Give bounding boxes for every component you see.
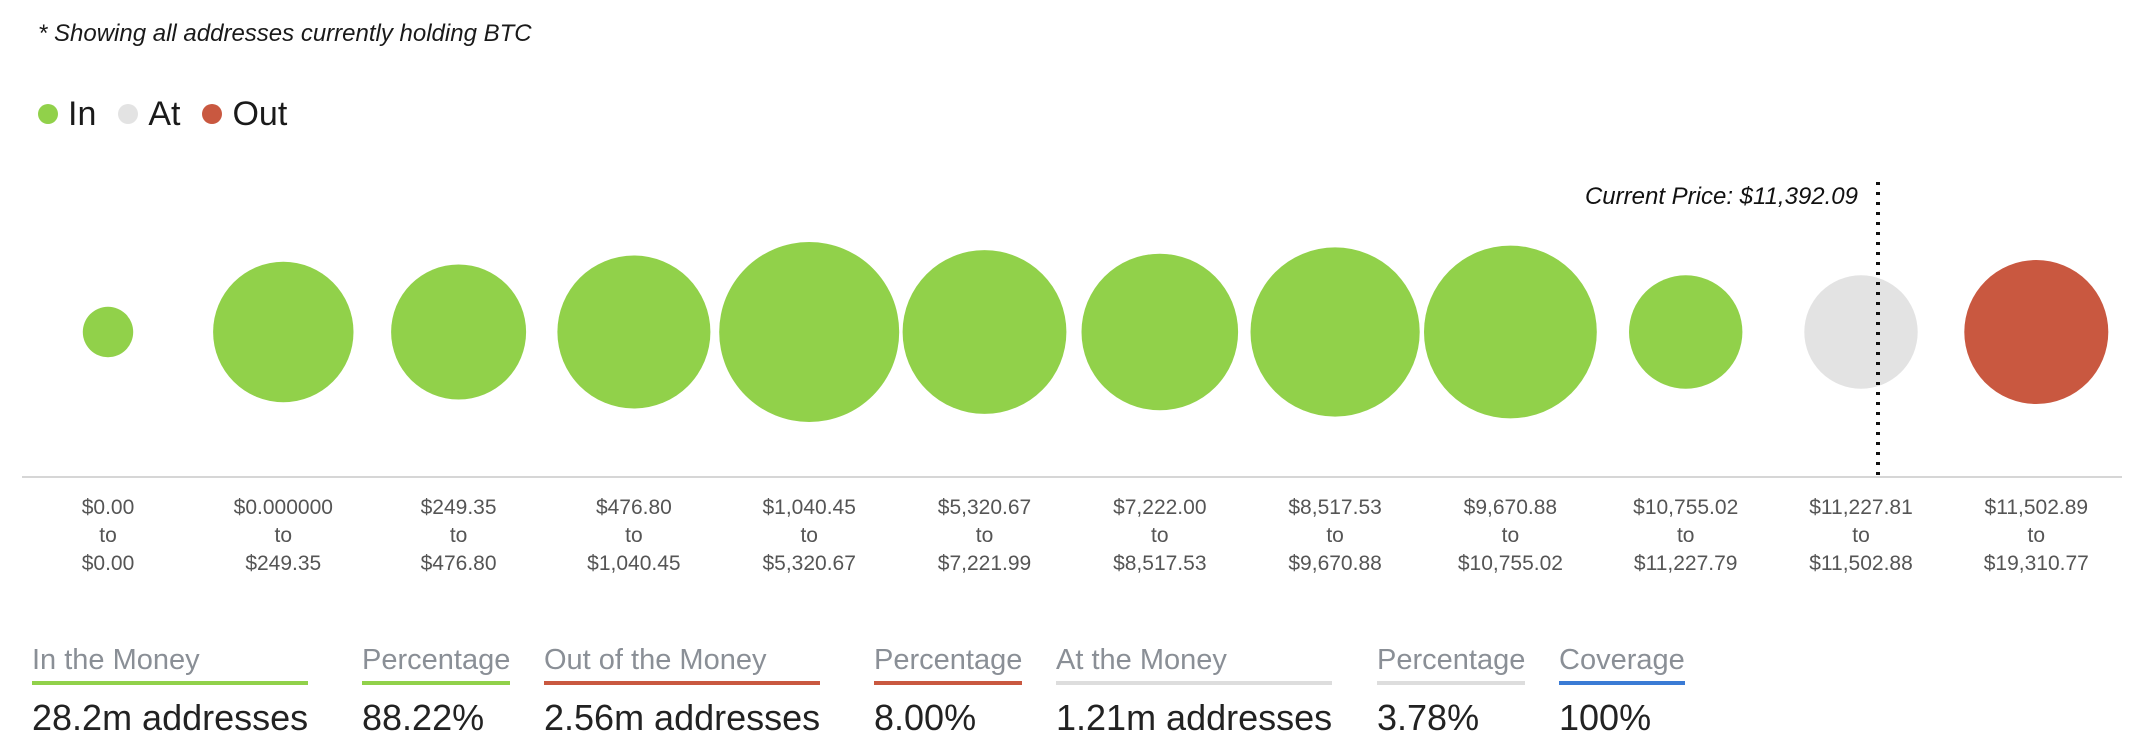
- tick-label-to: $10,755.02: [1458, 552, 1563, 575]
- tick-label-from: $0.00: [82, 496, 135, 519]
- bubble-in[interactable]: [213, 261, 354, 403]
- stat-value: 8.00%: [874, 697, 977, 738]
- tick-label-separator: to: [1151, 524, 1169, 547]
- tick-label-separator: to: [450, 524, 468, 547]
- stat-label: At the Money: [1056, 644, 1333, 685]
- bubble-in[interactable]: [1250, 247, 1420, 417]
- tick-label-to: $476.80: [421, 552, 497, 575]
- legend: In At Out: [38, 94, 287, 134]
- stat-value: 28.2m addresses: [32, 697, 309, 738]
- bubble-in[interactable]: [902, 250, 1067, 414]
- stat-label: In the Money: [32, 644, 309, 685]
- tick-label-separator: to: [99, 524, 117, 547]
- tick-label-from: $10,755.02: [1633, 496, 1738, 519]
- stat-value: 3.78%: [1377, 697, 1480, 738]
- stat-percentage: Percentage 88.22%: [362, 644, 511, 739]
- legend-marker: [38, 104, 58, 124]
- legend-label: In: [68, 94, 97, 133]
- bubble-out[interactable]: [1964, 260, 2109, 404]
- bubble-in[interactable]: [391, 264, 527, 400]
- tick-label-from: $476.80: [596, 496, 672, 519]
- stat-at-the-money: At the Money 1.21m addresses: [1056, 644, 1333, 739]
- stat-value: 1.21m addresses: [1056, 697, 1333, 738]
- stat-value: 2.56m addresses: [544, 697, 821, 738]
- tick-label-separator: to: [976, 524, 994, 547]
- stat-percentage: Percentage 8.00%: [874, 644, 1023, 739]
- legend-item-at[interactable]: At: [118, 95, 180, 134]
- tick-label-separator: to: [1326, 524, 1344, 547]
- legend-marker: [202, 104, 223, 124]
- bubble-in[interactable]: [82, 306, 134, 358]
- tick-label-separator: to: [1852, 524, 1870, 547]
- stat-percentage: Percentage 3.78%: [1377, 644, 1526, 739]
- tick-label-separator: to: [1677, 524, 1695, 547]
- stat-out-of-the-money: Out of the Money 2.56m addresses: [544, 644, 821, 739]
- tick-label-to: $1,040.45: [587, 552, 680, 575]
- tick-label-to: $0.00: [82, 552, 135, 575]
- stat-label: Percentage: [1377, 644, 1526, 685]
- tick-label-to: $11,502.88: [1809, 552, 1913, 575]
- legend-marker: [118, 104, 139, 124]
- stat-label: Percentage: [362, 644, 511, 685]
- stat-value: 88.22%: [362, 697, 485, 738]
- legend-label: At: [148, 94, 181, 133]
- bubble-in[interactable]: [1424, 245, 1597, 419]
- tick-label-separator: to: [2028, 524, 2046, 547]
- tick-label-to: $9,670.88: [1288, 552, 1381, 575]
- legend-item-in[interactable]: In: [38, 95, 96, 134]
- legend-item-out[interactable]: Out: [202, 95, 287, 134]
- tick-label-separator: to: [625, 524, 643, 547]
- tick-label-from: $11,502.89: [1985, 496, 2089, 519]
- tick-label-from: $1,040.45: [762, 496, 855, 519]
- tick-label-separator: to: [275, 524, 293, 547]
- tick-label-from: $8,517.53: [1288, 496, 1381, 519]
- tick-label-to: $7,221.99: [938, 552, 1031, 575]
- tick-label-separator: to: [1502, 524, 1520, 547]
- legend-label: Out: [232, 94, 288, 133]
- tick-label-to: $19,310.77: [1984, 552, 2089, 575]
- bubble-in[interactable]: [1629, 275, 1743, 389]
- tick-label-from: $249.35: [421, 496, 497, 519]
- tick-label-to: $249.35: [245, 552, 321, 575]
- bubble-in[interactable]: [1081, 253, 1239, 411]
- tick-label-separator: to: [800, 524, 818, 547]
- stat-label: Coverage: [1559, 644, 1685, 685]
- bubble-chart: $0.00 to $0.00 $0.000000 to $249.35 $249.35 to $…: [22, 182, 2122, 575]
- bubble-in[interactable]: [557, 255, 711, 409]
- bubble-at[interactable]: [1804, 275, 1918, 389]
- stat-coverage: Coverage 100%: [1559, 644, 1685, 739]
- current-price-label: Current Price: $11,392.09: [1585, 183, 1858, 210]
- tick-label-to: $8,517.53: [1113, 552, 1206, 575]
- tick-label-from: $5,320.67: [938, 496, 1031, 519]
- tick-label-to: $11,227.79: [1634, 552, 1738, 575]
- tick-label-from: $11,227.81: [1809, 496, 1913, 519]
- stat-label: Out of the Money: [544, 644, 821, 685]
- tick-label-to: $5,320.67: [762, 552, 855, 575]
- stat-in-the-money: In the Money 28.2m addresses: [32, 644, 309, 739]
- bubble-in[interactable]: [719, 242, 900, 422]
- chart-footnote: * Showing all addresses currently holdin…: [38, 20, 532, 47]
- tick-label-from: $9,670.88: [1464, 496, 1557, 519]
- tick-label-from: $7,222.00: [1113, 496, 1206, 519]
- tick-label-from: $0.000000: [234, 496, 333, 519]
- stat-value: 100%: [1559, 697, 1652, 738]
- stat-label: Percentage: [874, 644, 1023, 685]
